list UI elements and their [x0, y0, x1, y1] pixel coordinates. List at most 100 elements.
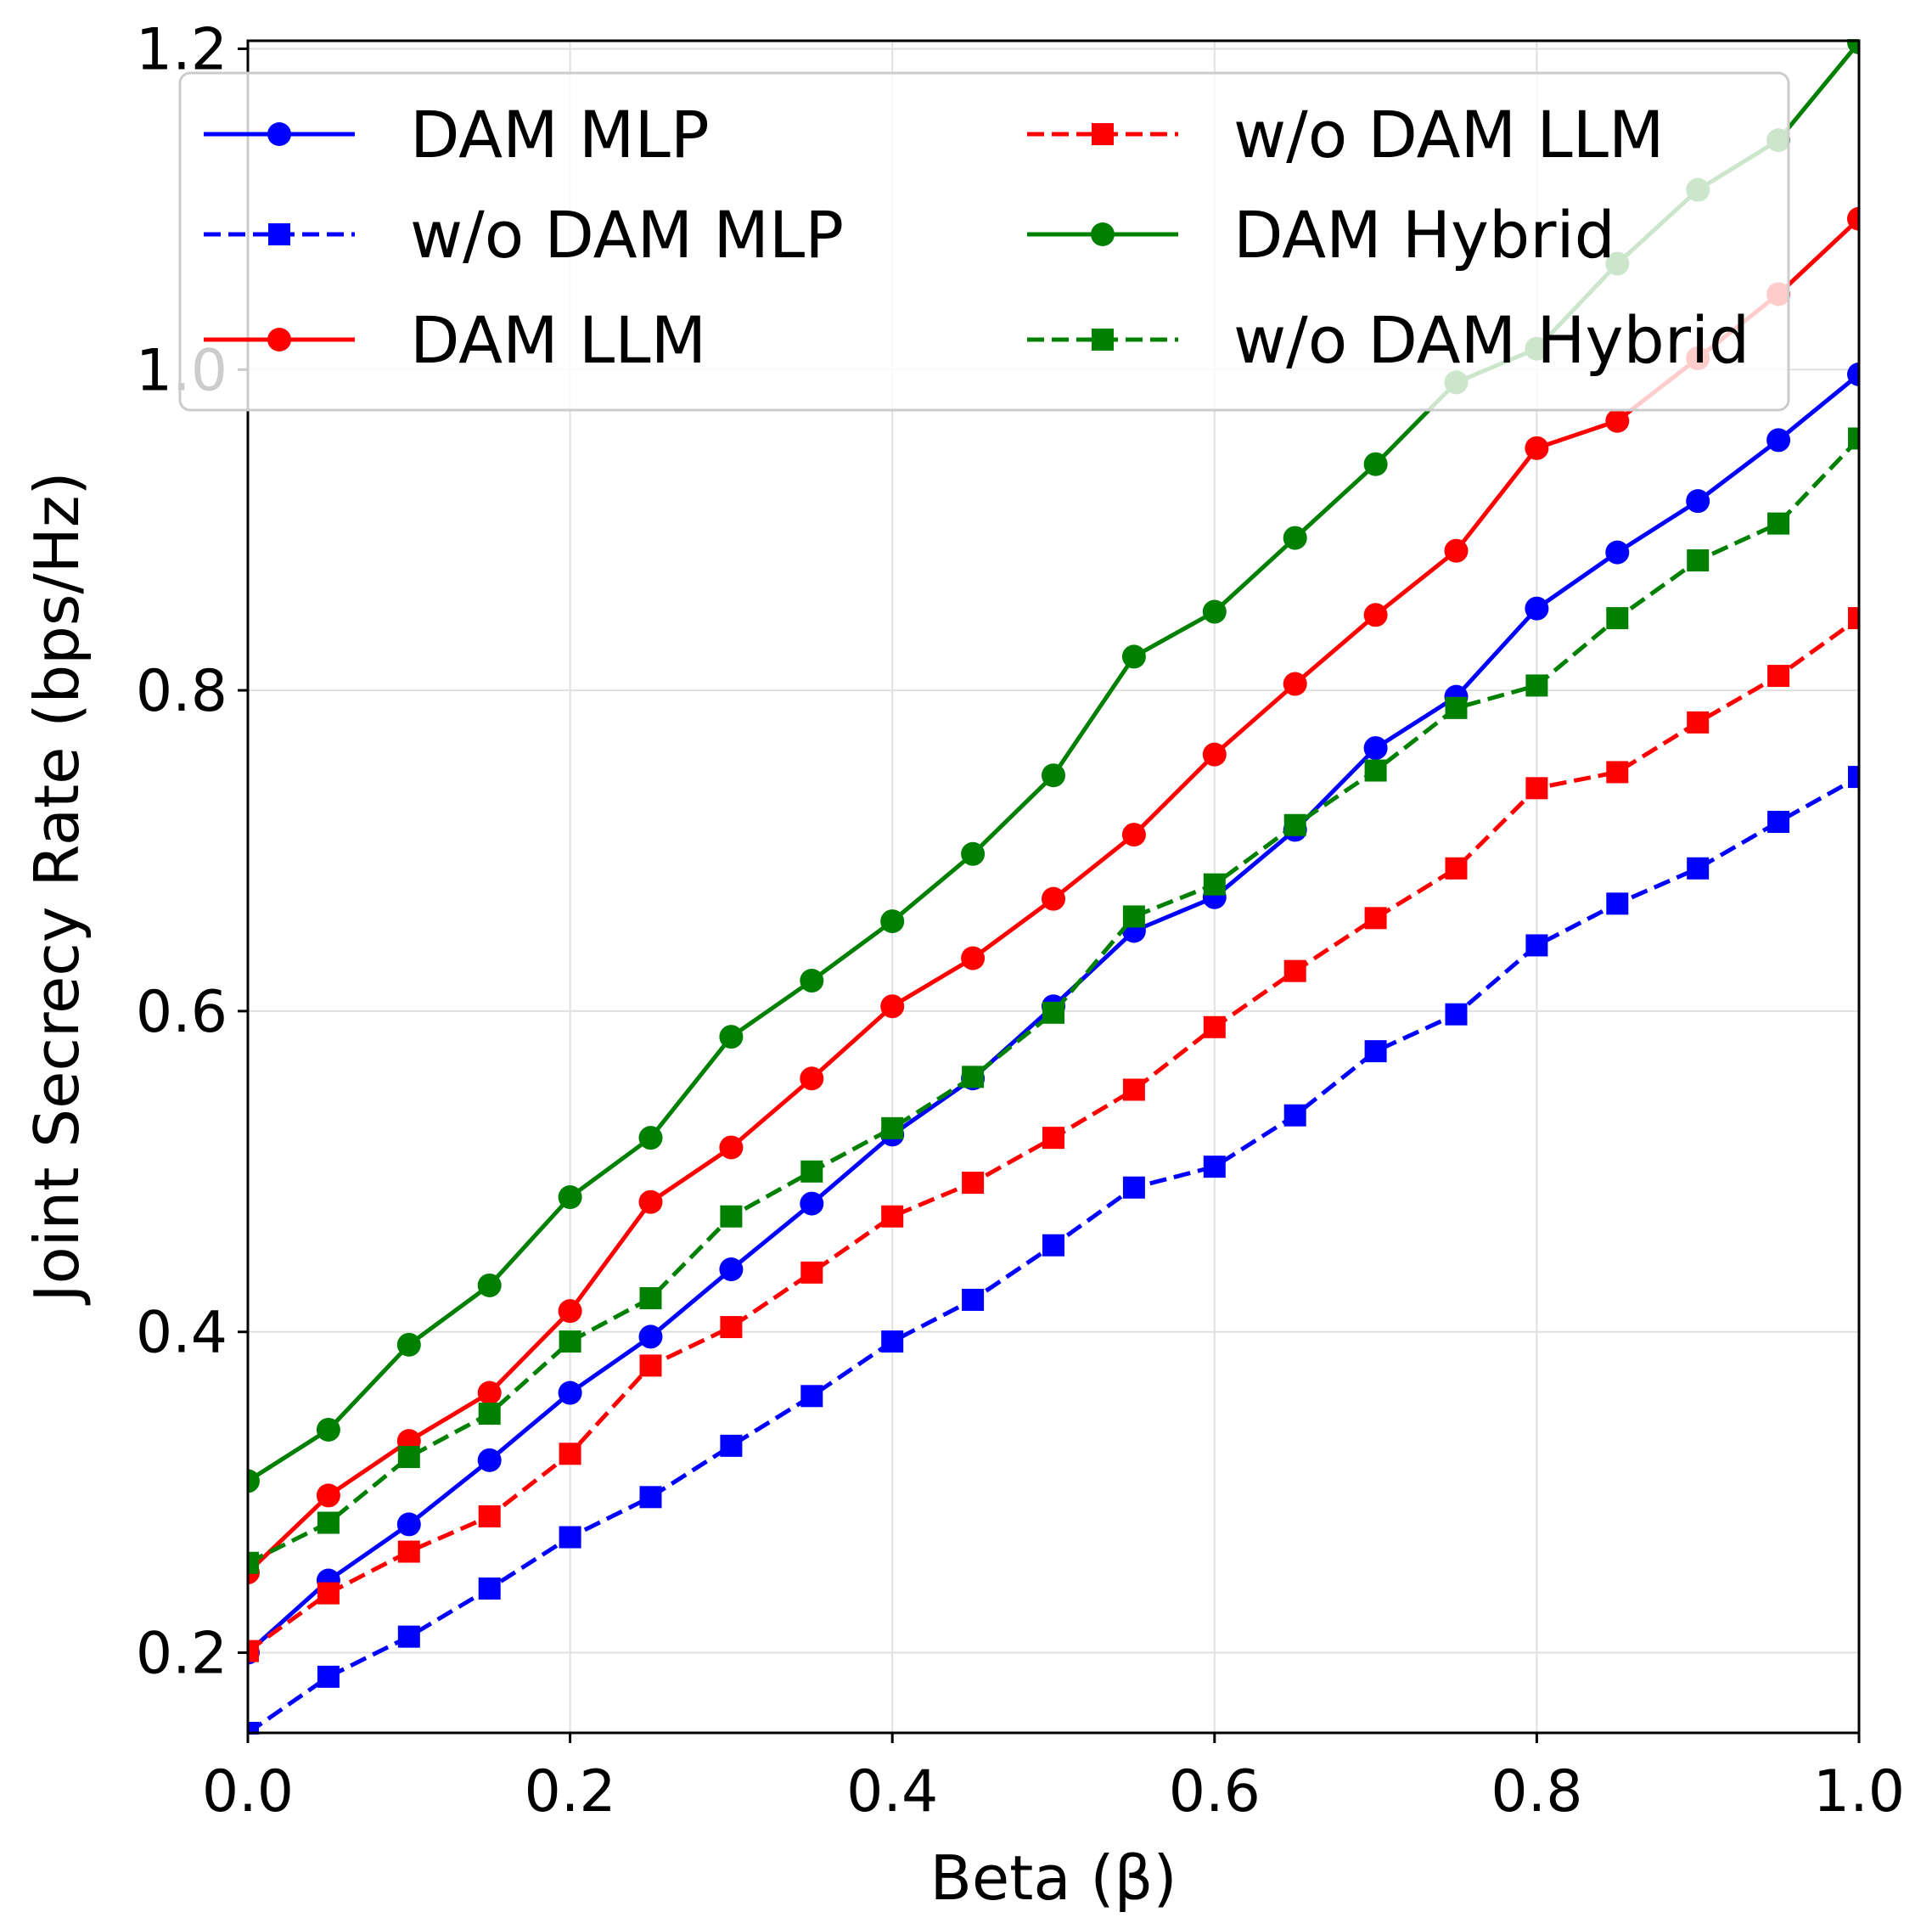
data-point-dam-mlp [638, 1324, 663, 1349]
data-point-w-o-dam-llm [1848, 607, 1859, 630]
data-point-dam-llm [1202, 742, 1227, 767]
x-tick-label: 0.4 [846, 1758, 938, 1825]
data-point-dam-llm [1042, 886, 1065, 911]
data-point-w-o-dam-hybrid [1042, 1001, 1064, 1024]
data-point-w-o-dam-hybrid [881, 1116, 904, 1139]
data-point-w-o-dam-hybrid [1445, 696, 1468, 719]
data-point-dam-llm [558, 1299, 582, 1324]
legend-item-w-o-dam-llm: w/o DAM LLM [1027, 97, 1665, 172]
data-point-dam-llm [719, 1135, 744, 1160]
data-point-w-o-dam-llm [1445, 857, 1468, 880]
data-point-dam-hybrid [316, 1417, 340, 1442]
legend-label: w/o DAM LLM [1233, 97, 1665, 172]
data-point-w-o-dam-llm [559, 1443, 581, 1465]
data-point-w-o-dam-mlp [639, 1486, 662, 1509]
data-point-dam-hybrid [961, 841, 986, 866]
data-point-dam-llm [880, 994, 905, 1019]
data-point-w-o-dam-llm [1122, 1078, 1145, 1101]
legend-item-w-o-dam-hybrid: w/o DAM Hybrid [1027, 302, 1749, 378]
series-w-o-dam-hybrid [248, 427, 1859, 1574]
data-point-w-o-dam-mlp [1767, 810, 1790, 833]
legend-swatch-marker [1091, 222, 1115, 246]
data-point-w-o-dam-hybrid [478, 1403, 501, 1426]
data-point-w-o-dam-llm [1767, 665, 1790, 688]
data-point-w-o-dam-hybrid [317, 1511, 340, 1534]
data-point-w-o-dam-llm [1606, 761, 1629, 784]
data-point-w-o-dam-llm [317, 1582, 340, 1605]
data-point-w-o-dam-mlp [800, 1385, 823, 1408]
data-point-w-o-dam-llm [1525, 777, 1548, 800]
series-w-o-dam-llm [248, 607, 1859, 1662]
data-point-dam-llm [961, 946, 986, 970]
data-point-w-o-dam-mlp [317, 1665, 340, 1688]
data-point-dam-hybrid [396, 1332, 421, 1357]
data-point-dam-mlp [477, 1448, 502, 1472]
data-point-w-o-dam-mlp [720, 1434, 743, 1457]
data-point-w-o-dam-hybrid [1203, 873, 1226, 896]
data-point-dam-mlp [1686, 489, 1710, 514]
data-point-dam-hybrid [1363, 452, 1388, 476]
data-point-dam-hybrid [880, 909, 905, 934]
data-point-dam-hybrid [558, 1185, 582, 1210]
data-point-w-o-dam-llm [1203, 1015, 1226, 1038]
data-point-w-o-dam-mlp [1203, 1156, 1226, 1178]
data-point-w-o-dam-mlp [1445, 1003, 1468, 1026]
data-point-w-o-dam-hybrid [1364, 759, 1387, 782]
data-point-dam-llm [1847, 206, 1859, 231]
data-point-w-o-dam-hybrid [962, 1066, 985, 1088]
data-point-w-o-dam-mlp [478, 1577, 501, 1600]
data-point-w-o-dam-llm [720, 1316, 743, 1339]
legend-label: DAM MLP [410, 97, 710, 172]
data-point-w-o-dam-mlp [1042, 1234, 1064, 1257]
y-tick-label: 0.4 [136, 1300, 227, 1367]
legend-label: DAM LLM [410, 302, 706, 378]
data-point-dam-llm [477, 1381, 502, 1405]
legend-swatch-marker [267, 328, 291, 351]
data-point-dam-llm [1444, 538, 1469, 563]
data-point-dam-mlp [1766, 428, 1791, 453]
data-point-dam-hybrid [719, 1025, 744, 1049]
data-point-dam-mlp [558, 1381, 582, 1405]
data-point-w-o-dam-hybrid [1606, 607, 1629, 630]
data-point-dam-llm [1283, 672, 1307, 696]
data-point-w-o-dam-hybrid [1848, 427, 1859, 450]
data-point-dam-mlp [719, 1257, 744, 1282]
data-point-w-o-dam-hybrid [559, 1330, 581, 1353]
legend-swatch-marker [267, 122, 291, 146]
data-point-dam-llm [316, 1483, 340, 1508]
legend-swatch-marker [1092, 329, 1114, 351]
legend-label: DAM Hybrid [1233, 197, 1615, 273]
legend-item-w-o-dam-mlp: w/o DAM MLP [204, 197, 844, 273]
data-point-dam-llm [1363, 603, 1388, 627]
data-point-dam-mlp [1525, 596, 1549, 621]
x-tick-label: 1.0 [1813, 1758, 1905, 1825]
data-point-dam-llm [1605, 408, 1630, 433]
x-tick-label: 0.2 [525, 1758, 616, 1825]
data-point-w-o-dam-hybrid [1687, 549, 1710, 572]
data-point-w-o-dam-mlp [1606, 892, 1629, 915]
data-point-w-o-dam-hybrid [1283, 813, 1306, 836]
data-point-w-o-dam-mlp [1364, 1040, 1387, 1063]
data-point-w-o-dam-llm [1283, 959, 1306, 982]
data-point-w-o-dam-hybrid [248, 1551, 259, 1574]
legend-label: w/o DAM MLP [410, 197, 844, 273]
data-point-w-o-dam-hybrid [720, 1205, 743, 1228]
data-point-w-o-dam-mlp [559, 1526, 581, 1549]
legend-item-dam-mlp: DAM MLP [204, 97, 710, 172]
series-w-o-dam-mlp [248, 766, 1859, 1735]
data-point-dam-mlp [800, 1191, 824, 1216]
data-point-dam-hybrid [477, 1273, 502, 1297]
data-point-w-o-dam-llm [397, 1540, 420, 1563]
x-axis-label: Beta (β) [929, 1842, 1177, 1914]
data-point-w-o-dam-hybrid [1122, 905, 1145, 928]
x-tick-label: 0.8 [1491, 1758, 1582, 1825]
series-line-w-o-dam-hybrid [248, 436, 1859, 1566]
data-point-w-o-dam-mlp [248, 1722, 259, 1735]
data-point-dam-hybrid [800, 969, 824, 993]
data-point-dam-hybrid [1121, 644, 1146, 669]
data-series [248, 39, 1859, 1735]
y-tick-label: 0.8 [136, 658, 227, 725]
data-point-dam-hybrid [638, 1126, 663, 1150]
data-point-dam-mlp [1605, 540, 1630, 565]
